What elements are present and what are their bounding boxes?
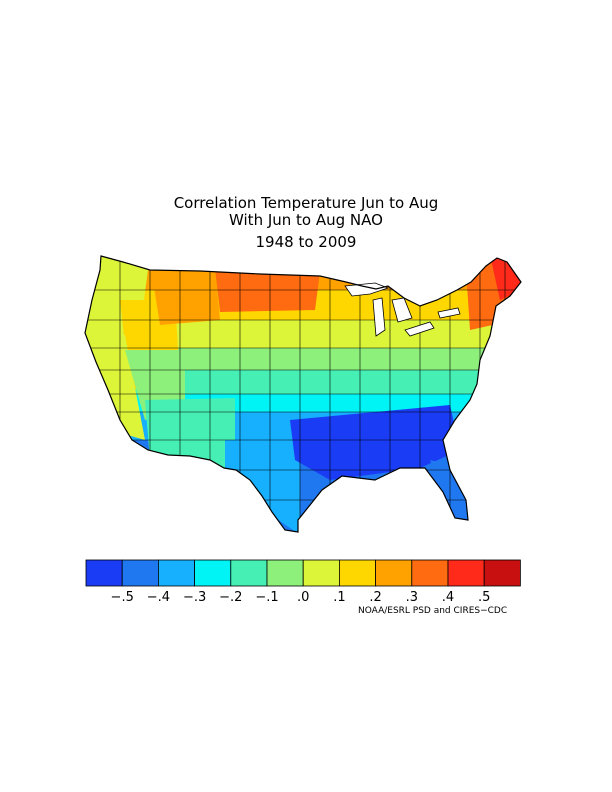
legend-box-9: [411, 559, 449, 587]
legend-box-11: [483, 559, 521, 587]
legend-tick-label-6: .1: [333, 590, 345, 605]
legend-tick-label-9: .4: [442, 590, 454, 605]
legend-tick-label-4: −.1: [255, 590, 278, 605]
legend-box-6: [302, 559, 340, 587]
legend-box-5: [266, 559, 304, 587]
legend-tick-label-0: −.5: [111, 590, 134, 605]
region-texas: [225, 440, 300, 532]
legend-tick-label-8: .3: [406, 590, 418, 605]
legend-boxes: [85, 559, 521, 587]
great-lakes: [344, 282, 461, 337]
map-title-line1: Correlation Temperature Jun to Aug: [173, 194, 439, 212]
lake-erie: [404, 321, 435, 337]
division-lines: [85, 256, 521, 532]
map-title-period: 1948 to 2009: [255, 233, 357, 251]
lake-michigan: [372, 297, 386, 337]
legend-box-4: [230, 559, 268, 587]
legend-box-1: [121, 559, 159, 587]
lake-huron: [391, 297, 413, 323]
credit-text: NOAA/ESRL PSD and CIRES−CDC: [358, 606, 508, 616]
legend-box-3: [194, 559, 232, 587]
legend-tick-label-1: −.4: [147, 590, 170, 605]
legend-box-7: [338, 559, 376, 587]
region-southeast: [290, 405, 460, 480]
legend-tick-label-5: .0: [297, 590, 309, 605]
band-central: [85, 348, 521, 370]
us-outline: [84, 255, 522, 533]
legend-box-2: [157, 559, 195, 587]
legend-tick-label-10: .5: [478, 590, 490, 605]
legend-tick-label-7: .2: [369, 590, 381, 605]
lake-superior: [344, 282, 390, 297]
legend-tick-label-3: −.2: [219, 590, 242, 605]
map-title-line2: With Jun to Aug NAO: [229, 211, 383, 229]
lake-ontario: [437, 307, 461, 319]
region-southwest: [145, 398, 235, 470]
legend-box-0: [85, 559, 123, 587]
legend-labels: −.5 −.4 −.3 −.2 −.1 .0 .1 .2 .3 .4 .5: [111, 590, 491, 605]
region-northern-rockies: [150, 262, 220, 325]
legend-tick-label-2: −.3: [183, 590, 206, 605]
region-california: [85, 330, 145, 440]
legend-box-8: [375, 559, 413, 587]
legend-box-10: [447, 559, 485, 587]
